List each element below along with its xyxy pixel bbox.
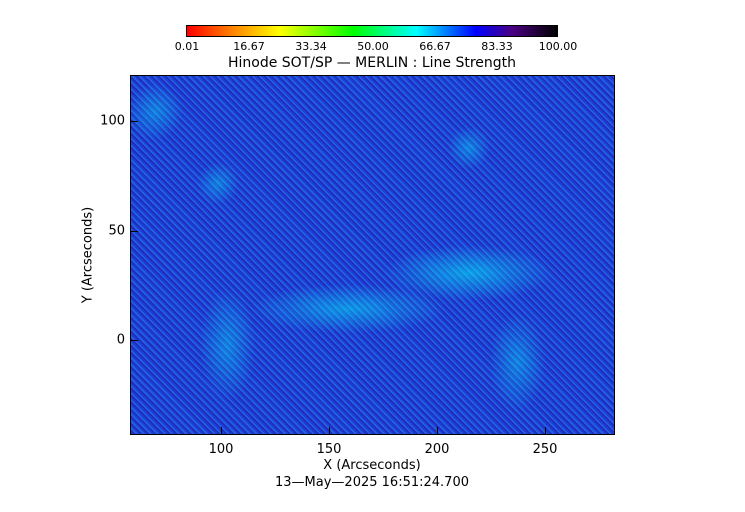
y-tick-label: 0 (116, 332, 125, 348)
timestamp: 13—May—2025 16:51:24.700 (275, 475, 469, 490)
x-tick-label: 200 (424, 442, 450, 457)
x-axis-label: X (Arcseconds) (323, 458, 421, 473)
x-tick-mark (221, 427, 222, 435)
x-tick-label: 250 (532, 442, 558, 457)
y-axis-label: Y (Arcseconds) (80, 206, 96, 304)
y-tick-mark (130, 121, 138, 122)
y-tick-label: 50 (108, 223, 125, 239)
colorbar-tick-label: 66.67 (419, 40, 451, 53)
plot-title: Hinode SOT/SP — MERLIN : Line Strength (227, 55, 517, 71)
colorbar-tick-label: 16.67 (233, 40, 265, 53)
colorbar-tick-label: 33.34 (295, 40, 327, 53)
x-tick-mark (329, 427, 330, 435)
y-tick-mark (130, 340, 138, 341)
colorbar (186, 25, 558, 37)
colorbar-tick-label: 50.00 (357, 40, 389, 53)
solar-image-plot (130, 75, 615, 435)
x-tick-label: 150 (316, 442, 342, 457)
y-tick-label: 100 (100, 113, 125, 129)
colorbar-tick-label: 100.00 (538, 40, 578, 53)
y-tick-mark (130, 231, 138, 232)
x-tick-label: 100 (208, 442, 234, 457)
colorbar-tick-label: 0.01 (174, 40, 200, 53)
colorbar-tick-label: 83.33 (481, 40, 513, 53)
x-tick-mark (545, 427, 546, 435)
x-tick-mark (437, 427, 438, 435)
